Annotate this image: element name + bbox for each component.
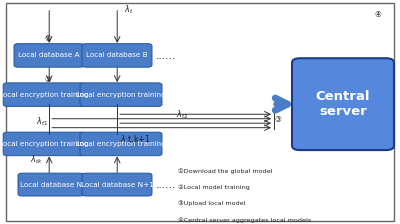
- FancyBboxPatch shape: [18, 173, 84, 196]
- Text: Local database B: Local database B: [86, 52, 148, 58]
- Text: Local database N: Local database N: [20, 182, 82, 187]
- FancyBboxPatch shape: [80, 83, 162, 106]
- Text: $\lambda_t$: $\lambda_t$: [124, 3, 134, 16]
- Text: ③: ③: [274, 115, 282, 124]
- Text: $\lambda_{t1}$: $\lambda_{t1}$: [36, 115, 48, 128]
- Text: $\lambda_{t2}$: $\lambda_{t2}$: [176, 108, 188, 121]
- Text: Local encryption training: Local encryption training: [0, 141, 89, 147]
- Text: ①Download the global model: ①Download the global model: [178, 169, 273, 174]
- Text: Central
server: Central server: [316, 90, 370, 118]
- FancyBboxPatch shape: [14, 44, 84, 67]
- Text: Local database A: Local database A: [18, 52, 80, 58]
- Text: ......: ......: [156, 180, 176, 190]
- FancyBboxPatch shape: [3, 132, 85, 156]
- Text: ②Local model training: ②Local model training: [178, 185, 250, 190]
- Text: ......: ......: [156, 51, 176, 60]
- Text: Local encryption training: Local encryption training: [0, 92, 89, 98]
- Text: ①: ①: [44, 34, 52, 43]
- FancyBboxPatch shape: [82, 44, 152, 67]
- Text: ④: ④: [374, 10, 382, 19]
- FancyBboxPatch shape: [3, 83, 85, 106]
- FancyBboxPatch shape: [292, 58, 394, 150]
- Text: Local encryption training: Local encryption training: [76, 92, 166, 98]
- Text: Local database N+1: Local database N+1: [80, 182, 154, 187]
- FancyBboxPatch shape: [6, 3, 394, 221]
- Text: ④Central server aggregates local models: ④Central server aggregates local models: [178, 217, 311, 222]
- Text: ②: ②: [44, 75, 52, 84]
- FancyBboxPatch shape: [82, 173, 152, 196]
- FancyBboxPatch shape: [80, 132, 162, 156]
- Text: ③Upload local model: ③Upload local model: [178, 201, 246, 206]
- Text: Local encryption training: Local encryption training: [76, 141, 166, 147]
- Text: $\lambda_{tk}$: $\lambda_{tk}$: [30, 154, 43, 166]
- Text: $\lambda$ t,k+1: $\lambda$ t,k+1: [120, 133, 151, 145]
